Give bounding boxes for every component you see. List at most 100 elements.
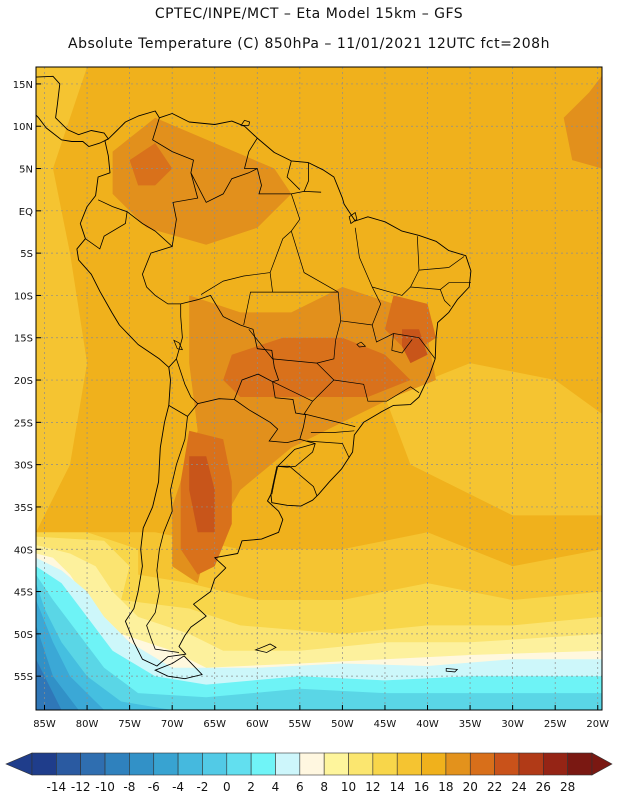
colorbar-swatch (372, 752, 398, 776)
state-border (439, 289, 451, 307)
map-plot-area (36, 67, 602, 710)
longitude-label: 80W (76, 719, 99, 730)
colorbar-swatch (177, 752, 203, 776)
longitude-axis: 85W 80W 75W 70W 65W 60W 55W 50W 45W 40W 35W 30W 25W 2… (33, 705, 609, 730)
temperature-fill-layer (36, 67, 602, 710)
colorbar-label: 0 (223, 780, 231, 794)
colorbar-label: -14 (47, 780, 67, 794)
colorbar-label: 4 (272, 780, 280, 794)
latitude-label: 25S (14, 418, 33, 429)
country-border (270, 466, 278, 495)
colorbar-swatch (104, 752, 130, 776)
longitude-label: 50W (331, 719, 354, 730)
map-frame (35, 66, 603, 711)
country-border (286, 160, 301, 190)
temperature-band-24 (189, 456, 215, 533)
state-border (316, 340, 420, 402)
colorbar-swatch (445, 752, 471, 776)
island-coastline (254, 643, 277, 653)
state-border (391, 333, 413, 354)
colorbar-swatch (543, 752, 568, 776)
latitude-label: 10N (13, 122, 33, 133)
colorbar-swatch (348, 752, 374, 776)
colorbar-label: 10 (341, 780, 356, 794)
colorbar-swatch (31, 752, 57, 776)
colorbar-swatch (518, 752, 544, 776)
colorbar-swatch (421, 752, 447, 776)
tierra-del-fuego-coastline (154, 655, 203, 680)
colorbar-label: 8 (320, 780, 328, 794)
temperature-band-16 (385, 363, 602, 516)
temperature-band-20 (563, 75, 602, 169)
latitude-axis: 15N 10N 5N EQ 5S 10S 15S 20S 25S 30S 35S 40S 45S 50S 5… (13, 80, 41, 683)
latitude-label: 10S (14, 291, 33, 302)
longitude-label: 70W (161, 719, 184, 730)
island-coastline (445, 668, 459, 673)
country-border (277, 465, 318, 497)
longitude-label: 85W (33, 719, 56, 730)
state-border (340, 227, 382, 326)
longitude-label: 55W (289, 719, 312, 730)
latitude-label: 45S (14, 588, 33, 599)
country-border (146, 405, 188, 653)
temperature-band-12 (36, 536, 602, 660)
colorbar-swatch (299, 752, 325, 776)
country-border (190, 168, 258, 203)
colorbar-swatch (275, 752, 301, 776)
colorbar-swatch (567, 752, 593, 776)
longitude-label: 40W (416, 719, 439, 730)
state-border (303, 379, 356, 427)
temperature-band-22 (223, 337, 411, 397)
colorbar-label: -6 (148, 780, 160, 794)
title-line2: Absolute Temperature (C) 850hPa – 11/01/… (68, 36, 550, 52)
longitude-label: 25W (544, 719, 567, 730)
latitude-label: 50S (14, 630, 33, 641)
colorbar-label: 6 (296, 780, 304, 794)
graticule (36, 67, 602, 710)
state-border (243, 272, 273, 326)
latitude-label: 5N (19, 165, 33, 176)
temperature-band--8 (36, 659, 62, 710)
latitude-label: 35S (14, 503, 33, 514)
colorbar-label: -10 (95, 780, 115, 794)
colorbar-swatch (250, 752, 276, 776)
latitude-label: 5S (20, 249, 33, 260)
country-border (277, 443, 316, 467)
temperature-band-22 (385, 295, 436, 355)
country-border (85, 199, 128, 250)
colorbar-label: 26 (536, 780, 551, 794)
island-coastline (348, 211, 358, 225)
colorbar-label: 22 (487, 780, 502, 794)
latitude-label: 55S (14, 672, 33, 683)
country-border (126, 211, 183, 368)
latitude-label: 30S (14, 461, 33, 472)
longitude-label: 75W (118, 719, 141, 730)
colorbar-label: 20 (463, 780, 478, 794)
colorbar-high-extension (591, 752, 613, 776)
state-border (200, 193, 301, 295)
colorbar-label: 28 (560, 780, 575, 794)
colorbar-label: 16 (414, 780, 429, 794)
state-border (248, 329, 317, 364)
country-border (243, 137, 322, 195)
colorbar-label: 18 (438, 780, 453, 794)
colorbar-label: 14 (390, 780, 405, 794)
colorbar-swatch (226, 752, 252, 776)
colorbar-label: 12 (365, 780, 380, 794)
central-america-coastline (36, 75, 109, 148)
colorbar-label: -2 (196, 780, 208, 794)
temperature-band-22 (129, 143, 173, 186)
latitude-label: 40S (14, 545, 33, 556)
colorbar-label: 2 (247, 780, 255, 794)
country-border (271, 438, 316, 495)
country-border (303, 162, 309, 192)
state-border (410, 282, 471, 290)
colorbar-swatch (129, 752, 155, 776)
colorbar-swatch (202, 752, 228, 776)
longitude-label: 35W (459, 719, 482, 730)
state-border (310, 430, 355, 433)
longitude-label: 65W (203, 719, 226, 730)
longitude-label: 45W (374, 719, 397, 730)
latitude-label: 15N (13, 80, 33, 91)
temperature-band-4 (36, 557, 602, 710)
